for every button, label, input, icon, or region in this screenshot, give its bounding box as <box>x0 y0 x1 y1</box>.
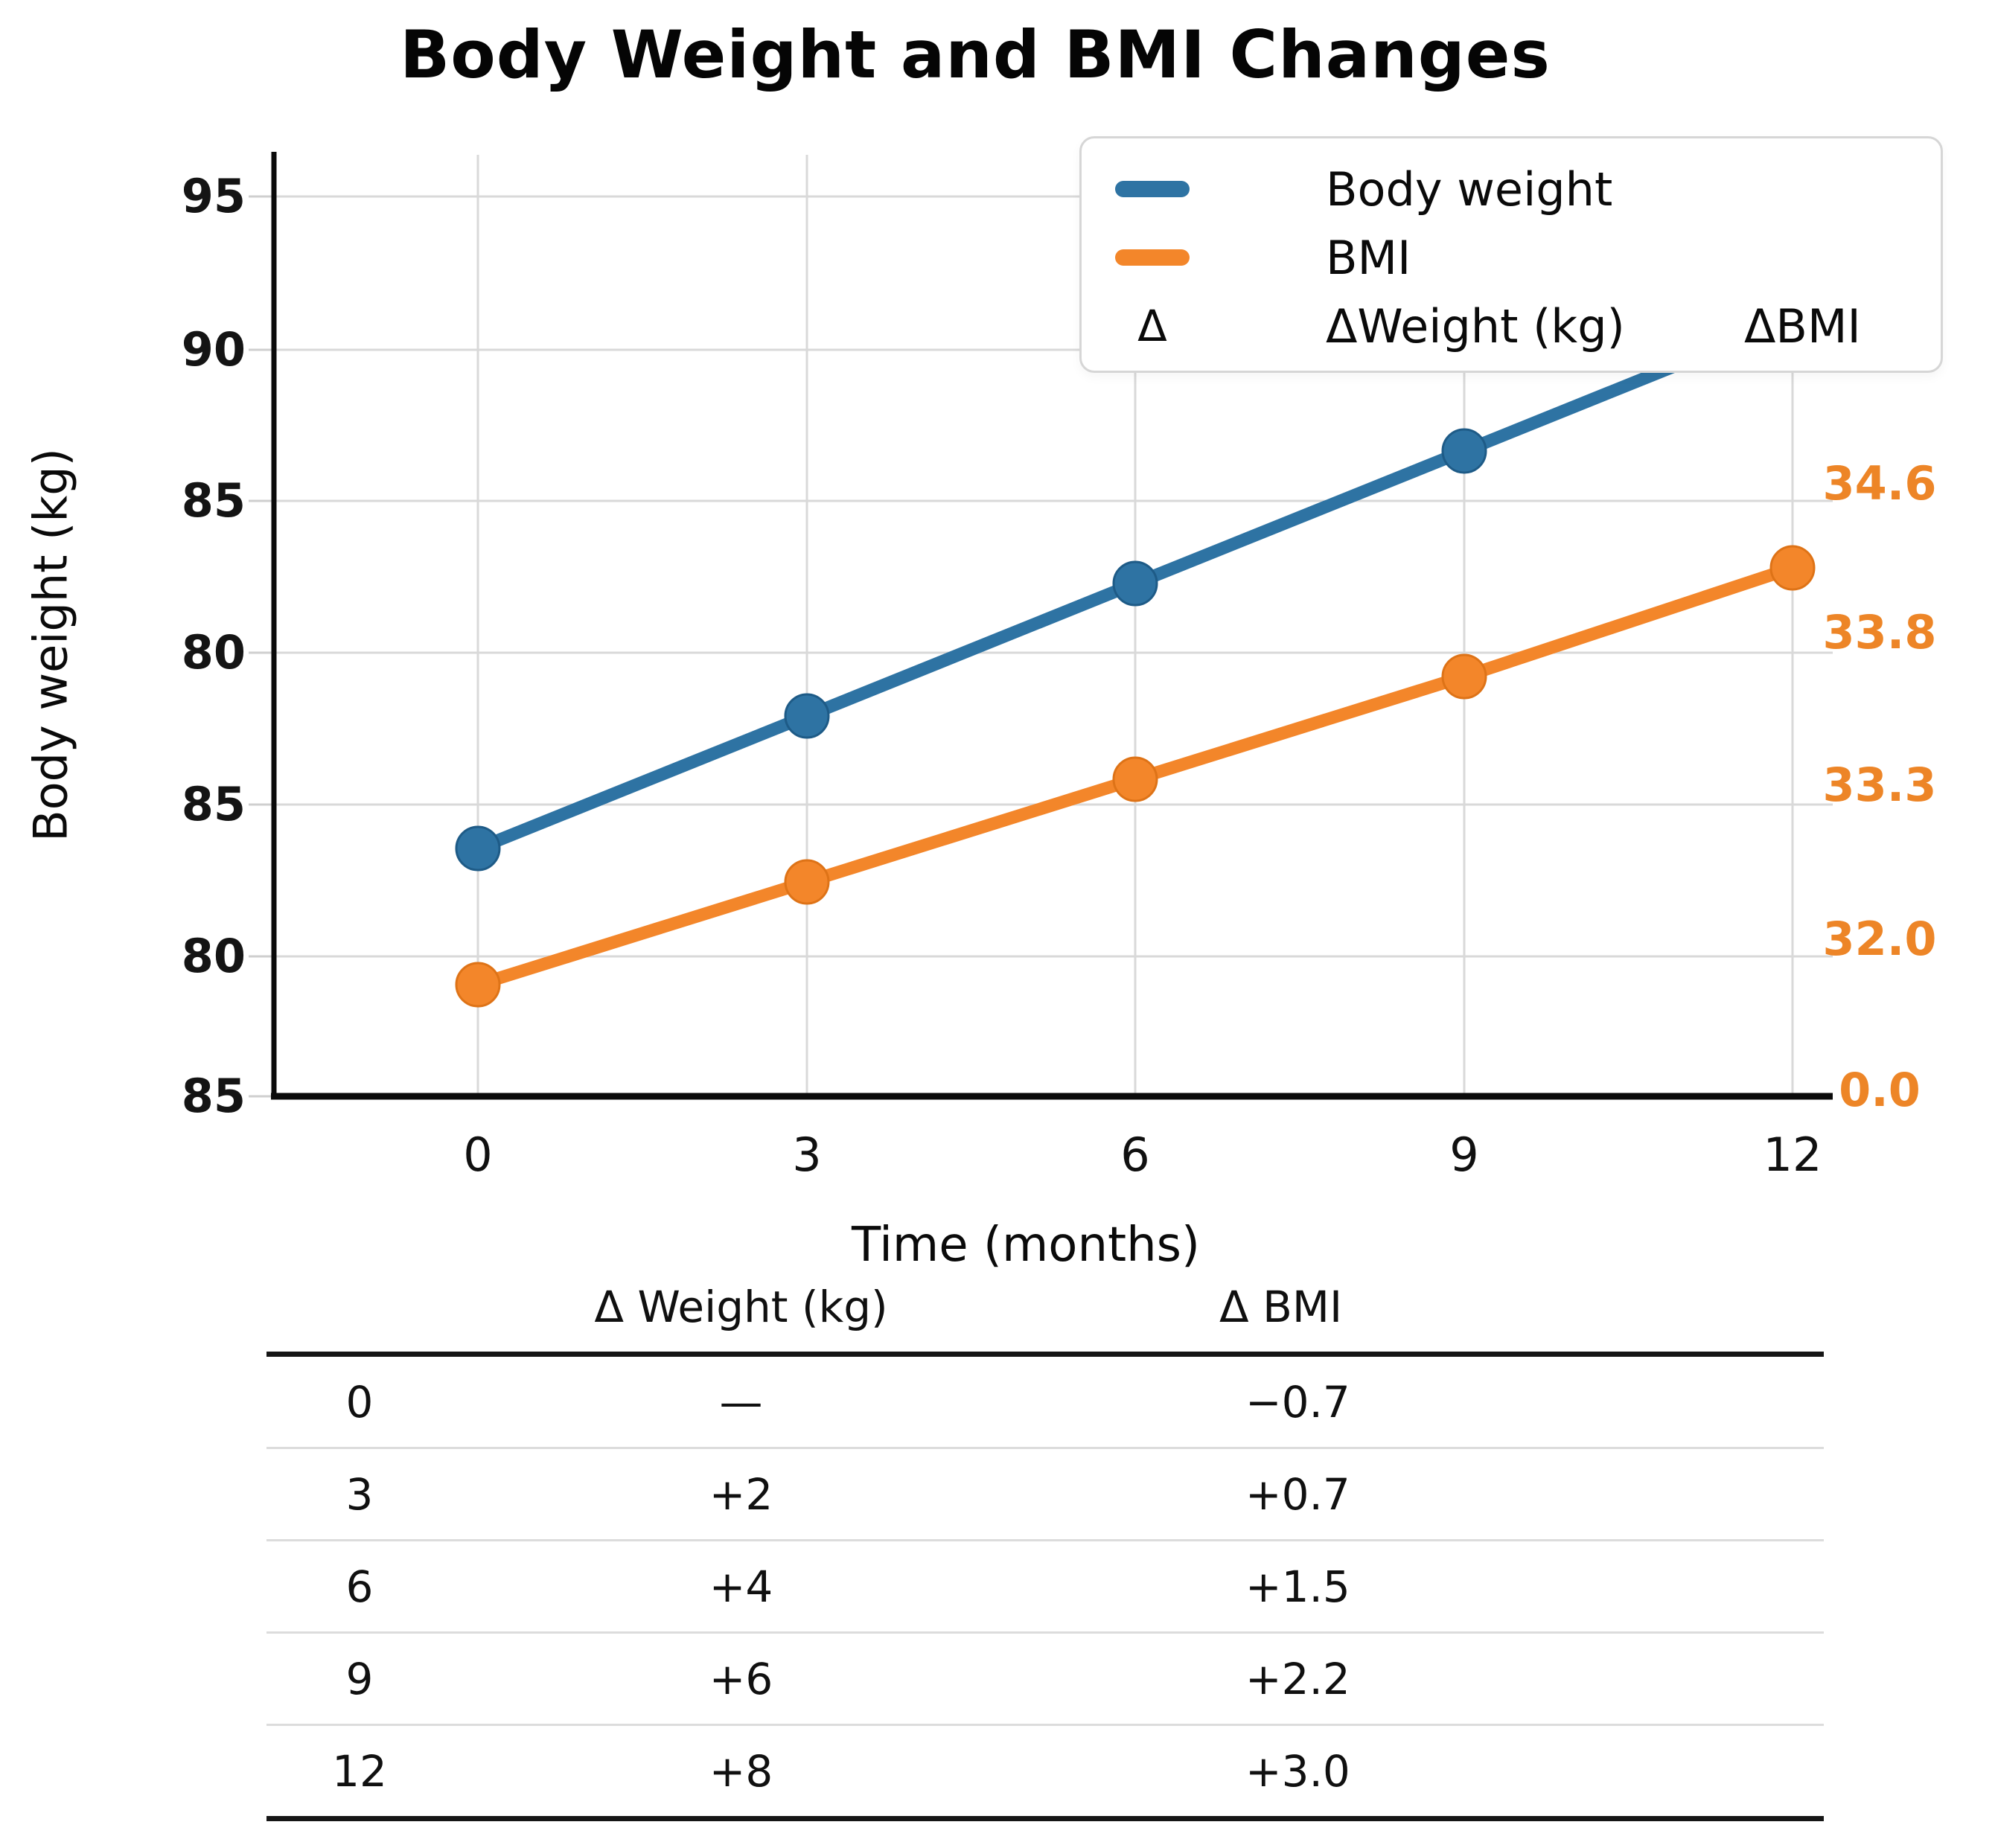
left-tick-label: 80 <box>181 625 246 680</box>
body-weight-marker <box>1112 560 1158 607</box>
right-tick-label: 33.3 <box>1822 758 1937 812</box>
chart-title: Body Weight and BMI Changes <box>400 16 1551 93</box>
left-tick-label: 85 <box>181 473 246 528</box>
bmi-marker <box>784 859 830 905</box>
table-cell-delta-weight: +8 <box>453 1724 1030 1821</box>
table-cell-month: 6 <box>266 1540 453 1634</box>
table-cell-month: 9 <box>266 1632 453 1726</box>
bmi-marker <box>1769 545 1816 591</box>
delta-table: Δ Weight (kg) Δ BMI 0— −0.7 3 +2 +0.7 6 +4 +1.5… <box>266 1282 1824 1821</box>
table-cell-delta-weight: +6 <box>453 1632 1030 1726</box>
legend-item-bmi: BMI <box>1082 223 1941 292</box>
xaxis-tick-label: 3 <box>792 1128 822 1182</box>
table-header-delta-weight: Δ Weight (kg) <box>453 1282 1030 1357</box>
body-weight-marker <box>455 825 501 872</box>
legend-label: BMI <box>1326 230 1411 285</box>
left-tick-label: 80 <box>181 929 246 983</box>
body-weight-marker <box>784 693 830 739</box>
table-header-empty <box>266 1282 453 1357</box>
x-axis-label: Time (months) <box>852 1218 1200 1273</box>
right-tick-label: 0.0 <box>1839 1063 1921 1117</box>
body-weight-marker <box>1441 428 1487 474</box>
table-cell-month: 3 <box>266 1448 453 1541</box>
table-cell-delta-bmi: +1.5 <box>1030 1540 1824 1634</box>
xaxis-tick-label: 12 <box>1763 1128 1822 1182</box>
table-row: 6 +4 +1.5 <box>266 1540 1824 1634</box>
legend-label: ΔWeight (kg) <box>1326 298 1625 354</box>
xaxis-tick-label: 0 <box>463 1128 493 1182</box>
bmi-marker <box>455 962 501 1008</box>
legend-label: Body weight <box>1326 162 1613 217</box>
legend-item-delta: Δ ΔWeight (kg) ΔBMI <box>1082 292 1941 360</box>
delta-icon: Δ <box>1137 301 1167 351</box>
table-row: 9 +6 +2.2 <box>266 1632 1824 1726</box>
table-row: 0— −0.7 <box>266 1354 1824 1449</box>
xaxis-tick-label: 6 <box>1120 1128 1150 1182</box>
left-tick-label: 85 <box>181 777 246 831</box>
table-row: 3 +2 +0.7 <box>266 1448 1824 1541</box>
table-row: 12 +8 +3.0 <box>266 1724 1824 1821</box>
table-cell-delta-weight: +2 <box>453 1448 1030 1541</box>
table-cell-delta-bmi: −0.7 <box>1030 1354 1824 1449</box>
table-header-row: Δ Weight (kg) Δ BMI <box>266 1282 1824 1357</box>
table-cell-month: 12 <box>266 1724 453 1821</box>
bmi-marker <box>1112 756 1158 802</box>
table-cell-delta-bmi: +3.0 <box>1030 1724 1824 1821</box>
table-cell-month: 0 <box>266 1354 453 1449</box>
legend: Body weight BMI Δ ΔWeight (kg) ΔBMI <box>1079 136 1943 373</box>
table-cell-delta-bmi: +2.2 <box>1030 1632 1824 1726</box>
bmi-marker <box>1441 653 1487 700</box>
table-cell-delta-weight: — <box>453 1354 1030 1449</box>
right-tick-label: 33.8 <box>1822 605 1937 659</box>
left-tick-label: 85 <box>181 1069 246 1123</box>
table-cell-delta-weight: +4 <box>453 1540 1030 1634</box>
left-tick-label: 95 <box>181 169 246 223</box>
table-cell-delta-bmi: +0.7 <box>1030 1448 1824 1541</box>
xaxis-tick-label: 9 <box>1449 1128 1479 1182</box>
bmi-line-swatch <box>1115 249 1190 266</box>
right-tick-label: 34.6 <box>1822 456 1937 511</box>
left-tick-label: 90 <box>181 322 246 377</box>
legend-item-body-weight: Body weight <box>1082 155 1941 223</box>
right-tick-label: 32.0 <box>1822 912 1937 966</box>
table-header-delta-bmi: Δ BMI <box>1030 1282 1824 1357</box>
legend-label: ΔBMI <box>1744 298 1861 354</box>
body-weight-line-swatch <box>1115 181 1190 197</box>
